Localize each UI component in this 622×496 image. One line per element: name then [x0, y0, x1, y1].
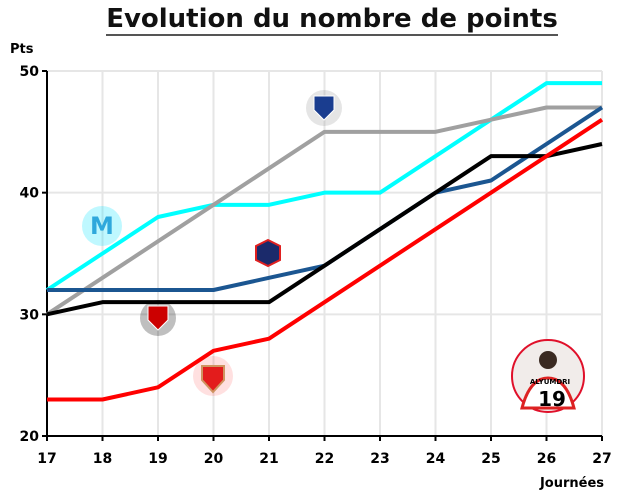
x-tick-label: 23	[370, 451, 389, 467]
monaco-logo-glow	[193, 356, 233, 396]
chart-title: Evolution du nombre de points	[0, 4, 622, 36]
x-tick-label: 17	[37, 451, 56, 467]
player-head	[539, 351, 557, 369]
player-shirt	[520, 376, 576, 410]
y-tick-label: 40	[20, 186, 40, 202]
x-tick-label: 26	[537, 451, 556, 467]
x-tick-label: 21	[259, 451, 278, 467]
x-tick-label: 18	[93, 451, 112, 467]
monaco-logo-icon	[201, 365, 225, 394]
y-tick-label: 50	[20, 64, 40, 80]
series-line-om	[45, 81, 602, 292]
x-tick-label: 27	[592, 451, 611, 467]
x-tick-label: 20	[204, 451, 224, 467]
ol-logo-icon	[313, 95, 335, 121]
player-name: ALYUMDRI	[530, 378, 570, 386]
y-axis-label: Pts	[10, 42, 34, 57]
series-line-stade-rennais	[46, 142, 603, 317]
series-line-ol	[45, 105, 602, 317]
om-logo-glow	[82, 206, 122, 246]
losc-logo-icon	[255, 238, 281, 268]
x-tick-label: 19	[148, 451, 167, 467]
x-tick-label: 24	[426, 451, 446, 467]
series-line-as-monaco	[47, 117, 604, 402]
x-axis-label: Journées	[539, 476, 604, 491]
player-number: 19	[538, 387, 566, 411]
y-tick-label: 30	[20, 307, 40, 323]
chart-title-text: Evolution du nombre de points	[106, 4, 558, 36]
x-tick-label: 25	[481, 451, 500, 467]
y-tick-label: 20	[20, 429, 40, 445]
om-logo: M	[90, 212, 114, 240]
x-tick-label: 22	[315, 451, 334, 467]
rennes-logo-icon	[147, 305, 169, 331]
